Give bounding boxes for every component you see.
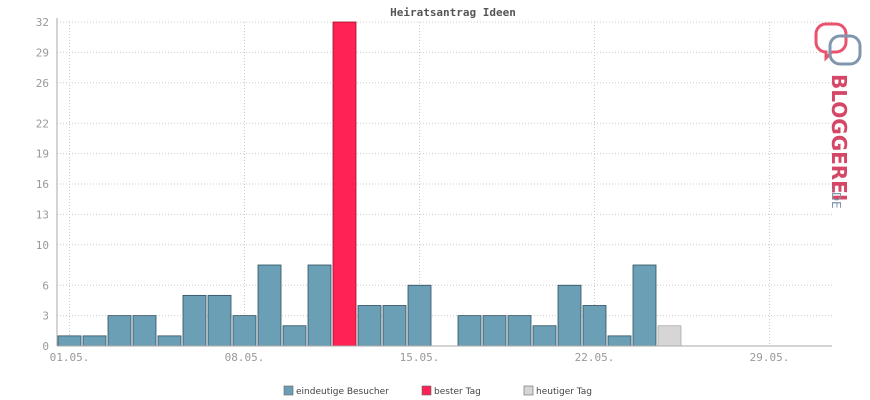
brand-suffix: .DE: [829, 188, 843, 209]
bar: [82, 335, 107, 347]
legend-swatch: [523, 385, 534, 396]
bar: [607, 335, 632, 347]
y-tick-label: 22: [36, 117, 49, 130]
y-tick-labels: 0 3 6 10 13 16 19 22 26 29 32: [36, 16, 49, 353]
x-tick-label: 29.05.: [750, 351, 790, 364]
bar: [57, 335, 82, 347]
x-tick-label: 08.05.: [225, 351, 265, 364]
x-tick-label: 01.05.: [50, 351, 90, 364]
bar: [257, 264, 282, 347]
bar: [632, 264, 657, 347]
bars: [57, 21, 682, 347]
bar: [407, 284, 432, 347]
bar: [232, 315, 257, 347]
y-tick-label: 13: [36, 208, 49, 221]
legend-label: eindeutige Besucher: [296, 387, 389, 397]
bloggerei-logo: BLOGGEREI .DE: [814, 22, 862, 209]
x-tick-labels: 01.05. 08.05. 15.05. 22.05. 29.05.: [50, 351, 790, 364]
y-tick-label: 0: [42, 340, 49, 353]
bar: [457, 315, 482, 347]
y-tick-label: 10: [36, 239, 49, 252]
legend-swatch: [283, 385, 294, 396]
x-tick-label: 22.05.: [575, 351, 615, 364]
legend-swatch: [421, 385, 432, 396]
y-tick-label: 19: [36, 148, 49, 161]
legend-label: bester Tag: [434, 387, 481, 397]
grid: [57, 21, 832, 346]
bar: [482, 315, 507, 347]
brand-name: BLOGGEREI: [827, 74, 851, 201]
legend-label: heutiger Tag: [536, 387, 592, 397]
y-tick-label: 6: [42, 279, 49, 292]
bar: [332, 21, 357, 347]
bar: [132, 315, 157, 347]
bar: [357, 305, 382, 347]
x-tick-label: 15.05.: [400, 351, 440, 364]
legend: eindeutige Besucher bester Tag heutiger Ta…: [283, 385, 592, 397]
y-tick-label: 16: [36, 178, 49, 191]
bar: [507, 315, 532, 347]
bar: [157, 335, 182, 347]
bar: [307, 264, 332, 347]
bar: [532, 325, 557, 347]
y-tick-label: 26: [36, 77, 49, 90]
y-tick-label: 3: [42, 310, 49, 323]
bar: [657, 325, 682, 347]
chart-title: Heiratsantrag Ideen: [390, 6, 516, 19]
axes: [56, 18, 832, 347]
bar: [207, 294, 232, 347]
bar: [557, 284, 582, 347]
bar: [282, 325, 307, 347]
bar: [382, 305, 407, 347]
bar: [107, 315, 132, 347]
bar: [182, 294, 207, 347]
y-tick-label: 32: [36, 16, 49, 29]
bar: [582, 305, 607, 347]
bloggerei-logo-icon: [814, 22, 862, 66]
y-tick-label: 29: [36, 46, 49, 59]
